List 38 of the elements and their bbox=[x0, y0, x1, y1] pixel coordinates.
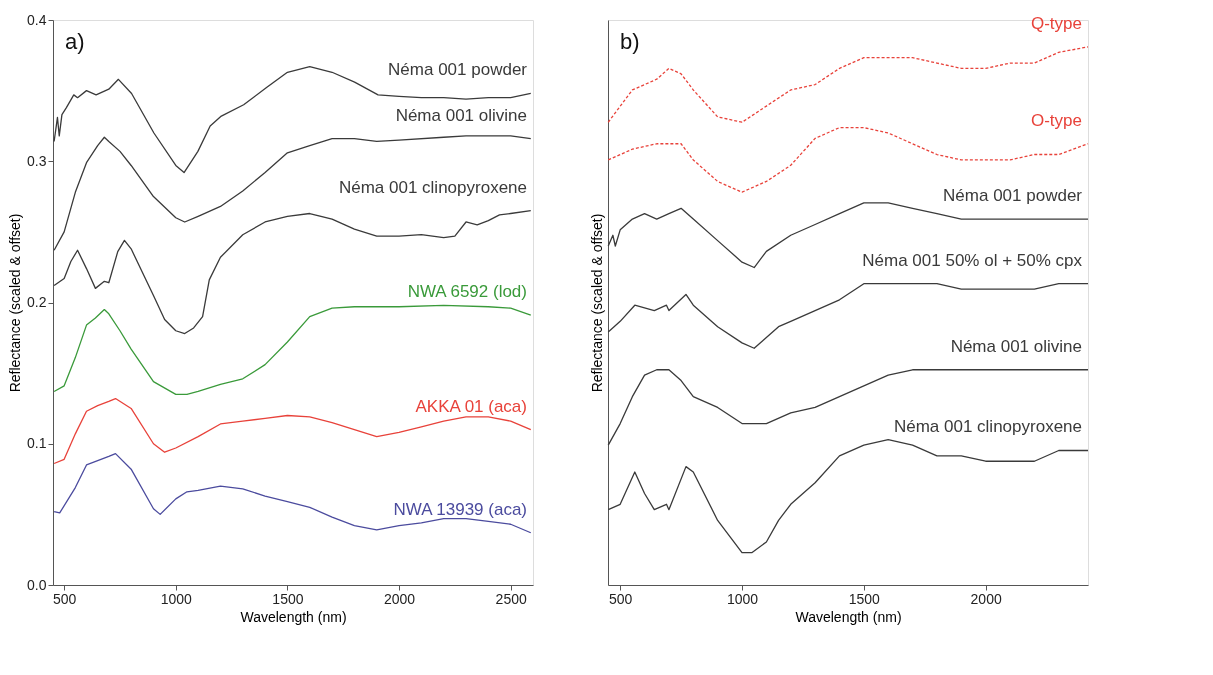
line-series bbox=[53, 397, 532, 465]
x-tick-label: 1000 bbox=[726, 590, 759, 607]
series-label: Néma 001 powder bbox=[943, 186, 1083, 206]
x-tick-label: 1000 bbox=[160, 590, 193, 607]
x-tick-label: 2500 bbox=[495, 590, 527, 607]
series-label: Néma 001 olivine bbox=[950, 336, 1082, 356]
line-series bbox=[53, 304, 532, 395]
line-series bbox=[53, 65, 532, 174]
x-axis-title: Wavelength (nm) bbox=[795, 608, 902, 625]
x-tick-label: 2000 bbox=[383, 590, 416, 607]
x-tick-label: 2000 bbox=[970, 590, 1002, 607]
line-series bbox=[53, 210, 532, 335]
series-label: Néma 001 powder bbox=[388, 60, 528, 80]
y-tick-label: 0.2 bbox=[27, 294, 47, 310]
y-tick-label: 0.4 bbox=[27, 11, 47, 28]
y-tick-label: 0.1 bbox=[27, 435, 47, 452]
series-label: AKKA 01 (aca) bbox=[415, 396, 527, 416]
x-axis-title: Wavelength (nm) bbox=[240, 608, 347, 625]
series-label: NWA 13939 (aca) bbox=[393, 499, 527, 519]
y-tick-label: 0.0 bbox=[27, 576, 47, 593]
y-axis-title: Reflectance (scaled & offset) bbox=[7, 213, 24, 393]
annotation: b) bbox=[620, 29, 640, 54]
y-axis-title: Reflectance (scaled & offset) bbox=[588, 213, 605, 393]
series-label: Néma 001 clinopyroxene bbox=[338, 177, 527, 197]
x-tick-label: 1500 bbox=[272, 590, 304, 607]
series-label: O-type bbox=[1030, 110, 1082, 130]
line-series bbox=[53, 452, 532, 534]
x-tick-label: 500 bbox=[52, 590, 77, 607]
y-tick-label: 0.3 bbox=[27, 152, 47, 169]
series-label: NWA 6592 (lod) bbox=[407, 282, 527, 302]
series-label: Q-type bbox=[1030, 13, 1082, 33]
series-label: Néma 001 olivine bbox=[395, 105, 527, 125]
line-series bbox=[53, 135, 532, 251]
series-label: Néma 001 clinopyroxene bbox=[893, 417, 1082, 437]
series-label: Néma 001 50% ol + 50% cpx bbox=[862, 250, 1083, 270]
x-tick-label: 500 bbox=[609, 590, 633, 607]
x-tick-label: 1500 bbox=[848, 590, 881, 607]
annotation: a) bbox=[65, 29, 85, 54]
